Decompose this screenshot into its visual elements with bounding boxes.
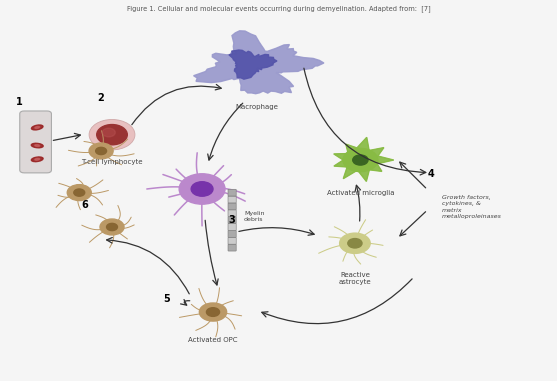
Ellipse shape (35, 158, 40, 160)
Ellipse shape (31, 157, 43, 162)
Circle shape (67, 185, 91, 200)
FancyBboxPatch shape (19, 111, 51, 173)
FancyBboxPatch shape (228, 244, 236, 251)
Text: Macrophage: Macrophage (235, 104, 278, 110)
Circle shape (97, 125, 128, 145)
Circle shape (340, 233, 370, 253)
Circle shape (353, 155, 368, 165)
Polygon shape (334, 137, 394, 181)
FancyBboxPatch shape (228, 203, 236, 210)
Circle shape (100, 219, 124, 235)
FancyBboxPatch shape (228, 231, 236, 237)
FancyBboxPatch shape (228, 196, 236, 203)
Ellipse shape (31, 143, 43, 148)
Text: Reactive
astrocyte: Reactive astrocyte (339, 272, 371, 285)
Text: 3: 3 (229, 215, 236, 225)
Circle shape (74, 189, 85, 196)
Text: Myelin
debris: Myelin debris (244, 211, 265, 221)
Text: 5: 5 (163, 295, 170, 304)
Polygon shape (229, 50, 277, 79)
Circle shape (106, 223, 118, 231)
FancyBboxPatch shape (228, 224, 236, 231)
Text: Figure 1. Cellular and molecular events occurring during demyelination. Adapted : Figure 1. Cellular and molecular events … (126, 6, 431, 13)
FancyBboxPatch shape (228, 237, 236, 244)
FancyBboxPatch shape (228, 217, 236, 224)
Ellipse shape (35, 126, 40, 128)
Circle shape (102, 128, 115, 137)
Circle shape (89, 120, 135, 150)
Circle shape (348, 239, 362, 248)
Text: 4: 4 (428, 170, 434, 179)
Text: 1: 1 (16, 97, 23, 107)
Ellipse shape (32, 125, 43, 130)
Text: Activated microglia: Activated microglia (326, 190, 394, 196)
Circle shape (207, 308, 219, 316)
Circle shape (343, 149, 378, 171)
Circle shape (96, 147, 106, 155)
Circle shape (199, 303, 227, 321)
FancyBboxPatch shape (228, 210, 236, 217)
Text: 6: 6 (81, 200, 88, 210)
Circle shape (89, 143, 113, 159)
Text: 2: 2 (97, 93, 105, 104)
Text: T-cell lymphocyte: T-cell lymphocyte (81, 159, 143, 165)
Circle shape (179, 174, 225, 204)
Polygon shape (194, 31, 324, 94)
Text: Activated OPC: Activated OPC (188, 337, 238, 343)
Text: Growth factors,
cytokines, &
matrix
metalloproleinases: Growth factors, cytokines, & matrix meta… (442, 195, 502, 219)
Ellipse shape (35, 145, 40, 146)
FancyBboxPatch shape (228, 189, 236, 196)
Circle shape (191, 182, 213, 196)
